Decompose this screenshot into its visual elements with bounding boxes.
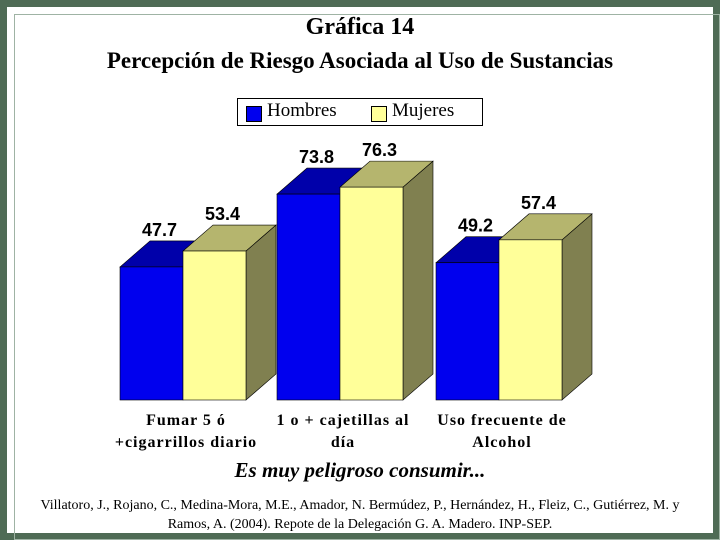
category-label-1-line1: Fumar 5 ó	[146, 412, 226, 429]
legend: Hombres Mujeres	[237, 98, 483, 126]
legend-label-mujeres: Mujeres	[392, 100, 455, 121]
mujeres-bar-2-side	[402, 160, 434, 401]
mujeres-bar-3-side	[561, 213, 593, 401]
mujeres-bar-2	[339, 186, 404, 401]
category-label-3-line1: Uso frecuente de	[437, 412, 566, 429]
mujeres-bar-1	[182, 250, 247, 401]
mujeres-bar-3-label: 57.4	[521, 193, 556, 213]
source-citation: Villatoro, J., Rojano, C., Medina-Mora, …	[40, 498, 680, 532]
hombres-bar-1	[119, 266, 184, 401]
category-label-3-line2: Alcohol	[472, 434, 531, 451]
hombres-bar-1-label: 47.7	[142, 220, 177, 240]
legend-label-hombres: Hombres	[267, 100, 337, 121]
hombres-bar-2	[276, 193, 341, 401]
legend-swatch-hombres	[246, 106, 262, 122]
hombres-bar-2-label: 73.8	[299, 147, 334, 167]
hombres-bar-3	[435, 262, 500, 401]
mujeres-bar-3	[498, 239, 563, 401]
chart-caption: Es muy peligroso consumir...	[234, 458, 486, 482]
mujeres-bar-1-side	[245, 224, 277, 401]
category-label-2-line2: día	[331, 434, 355, 451]
mujeres-bar-1-label: 53.4	[205, 204, 240, 224]
category-label-2-line1: 1 o + cajetillas al	[277, 412, 410, 429]
chart-title-line2: Percepción de Riesgo Asociada al Uso de …	[106, 48, 614, 73]
hombres-bar-3-label: 49.2	[458, 216, 493, 236]
mujeres-bar-2-label: 76.3	[362, 140, 397, 160]
category-label-1-line2: +cigarrillos diario	[115, 434, 257, 451]
legend-swatch-mujeres	[371, 106, 387, 122]
chart-title-line1: Gráfica 14	[305, 14, 415, 40]
